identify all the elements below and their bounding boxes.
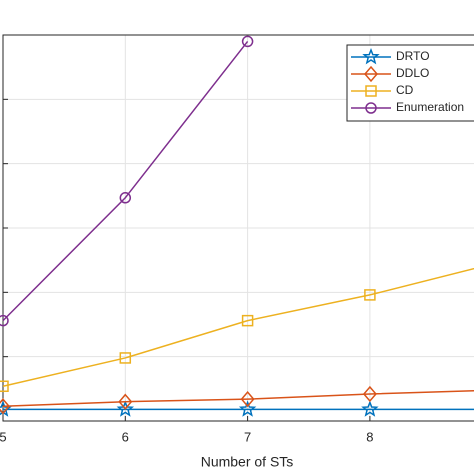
marker — [365, 85, 377, 97]
series-line — [2, 389, 474, 407]
x-tick-label: 5 — [0, 429, 7, 444]
marker — [238, 400, 257, 417]
marker — [0, 380, 9, 393]
x-tick-label: 7 — [244, 429, 251, 444]
legend-label: Enumeration — [396, 100, 464, 114]
marker — [119, 352, 132, 364]
x-tick-label: 6 — [122, 429, 129, 444]
marker — [241, 314, 254, 327]
marker — [365, 102, 377, 114]
legend: DRTO DDLO CD Enumeration — [346, 44, 474, 122]
marker — [364, 65, 378, 83]
marker — [241, 35, 254, 48]
marker — [116, 400, 135, 417]
marker — [362, 385, 377, 403]
x-axis-label: Number of STs — [201, 454, 294, 470]
marker — [362, 47, 380, 65]
series-line — [2, 40, 249, 322]
marker — [361, 400, 379, 417]
legend-label: CD — [396, 83, 414, 97]
marker — [240, 390, 255, 408]
series-line — [2, 267, 474, 387]
marker — [0, 398, 10, 415]
marker — [119, 192, 132, 204]
marker — [118, 393, 133, 410]
legend-label: DDLO — [396, 66, 429, 80]
marker — [0, 314, 9, 327]
marker — [364, 289, 376, 301]
legend-label: DRTO — [396, 49, 430, 63]
x-tick-label: 8 — [366, 429, 373, 444]
